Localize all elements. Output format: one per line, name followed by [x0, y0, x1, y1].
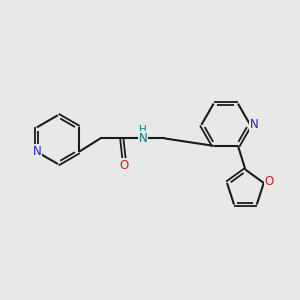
Text: N: N [32, 145, 41, 158]
Text: N: N [250, 118, 259, 131]
Text: O: O [119, 159, 129, 172]
Text: N: N [139, 132, 148, 145]
Text: H: H [139, 125, 147, 135]
Text: O: O [265, 175, 274, 188]
